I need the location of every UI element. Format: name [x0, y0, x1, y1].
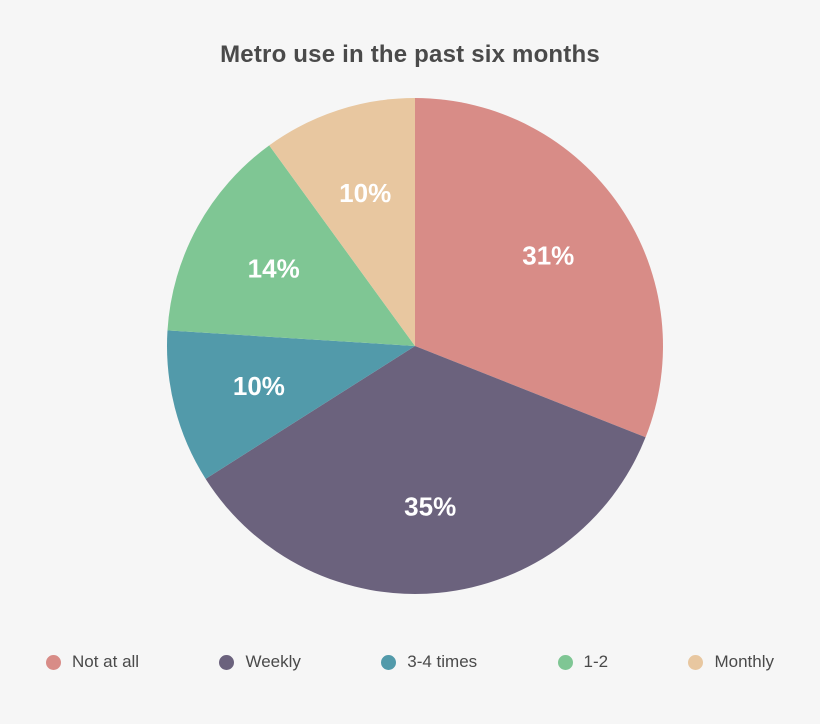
- legend-label-1-2: 1-2: [583, 652, 609, 671]
- legend-item-monthly[interactable]: Monthly: [688, 652, 774, 672]
- chart-legend: Not at all Weekly 3-4 times 1-2 Monthly: [0, 650, 820, 674]
- legend-item-3-4-times[interactable]: 3-4 times: [381, 652, 477, 672]
- legend-dot-3-4-times: [381, 654, 397, 670]
- legend-label-monthly: Monthly: [714, 652, 774, 671]
- legend-dot-weekly: [219, 654, 235, 670]
- legend-dot-not-at-all: [46, 654, 61, 670]
- legend-label-3-4-times: 3-4 times: [407, 652, 478, 671]
- slice-value-label-monthly: 10%: [339, 178, 391, 208]
- legend-dot-monthly: [688, 654, 704, 670]
- legend-label-not-at-all: Not at all: [72, 652, 140, 671]
- legend-dot-1-2: [557, 654, 573, 670]
- chart-title: Metro use in the past six months: [220, 41, 600, 68]
- pie-slice-3-4-times[interactable]: [167, 330, 415, 479]
- slice-value-label-3-4-times: 10%: [233, 371, 285, 401]
- pie-slice-not-at-all[interactable]: [415, 98, 663, 438]
- legend-item-weekly[interactable]: Weekly: [219, 652, 301, 672]
- slice-value-label-not-at-all: 31%: [522, 241, 574, 271]
- slice-value-label-1-2: 14%: [248, 253, 300, 283]
- legend-item-1-2[interactable]: 1-2: [557, 652, 609, 672]
- legend-label-weekly: Weekly: [245, 652, 301, 671]
- slice-value-label-weekly: 35%: [404, 492, 456, 522]
- legend-item-not-at-all[interactable]: Not at all: [46, 652, 139, 672]
- pie-slice-weekly[interactable]: [205, 346, 646, 594]
- pie-slice-1-2[interactable]: [167, 145, 415, 346]
- pie-slice-monthly[interactable]: [269, 98, 415, 346]
